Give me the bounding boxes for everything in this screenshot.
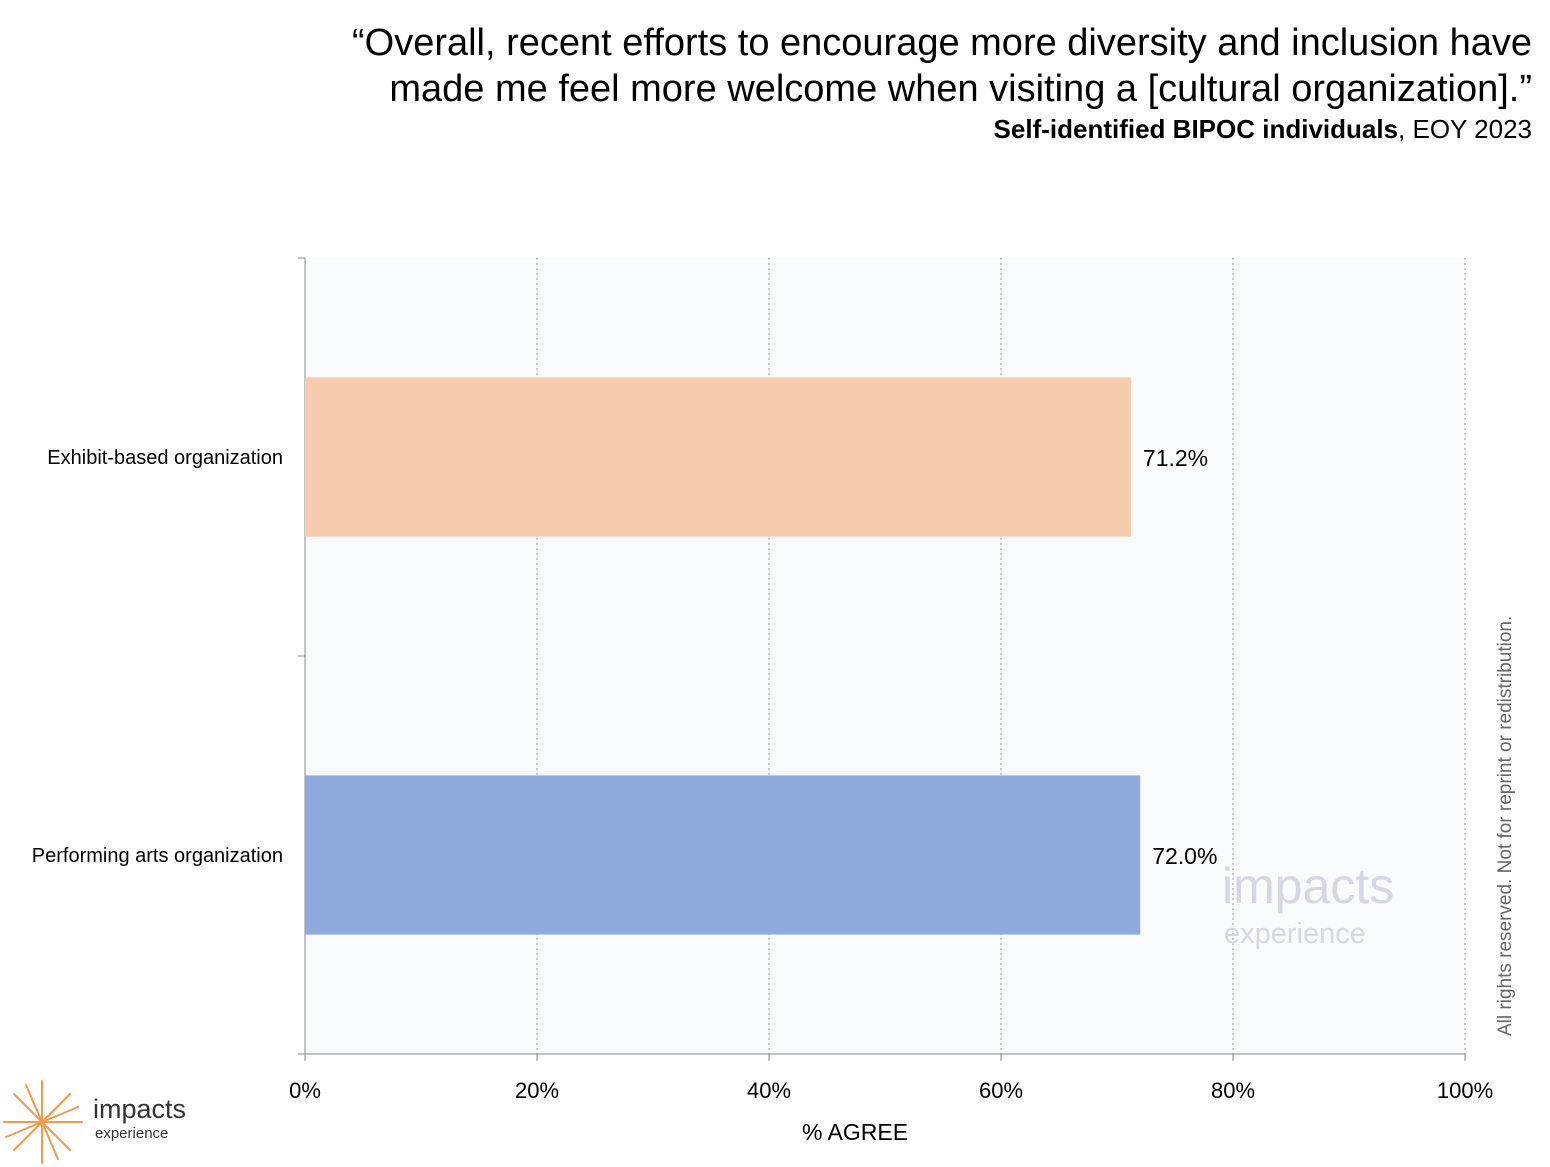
x-tick-label: 60% <box>979 1078 1023 1103</box>
x-tick-label: 0% <box>289 1078 321 1103</box>
category-label: Performing arts organization <box>32 845 283 867</box>
title-line-1: “Overall, recent efforts to encourage mo… <box>351 22 1532 64</box>
watermark-name: impacts <box>1222 858 1395 914</box>
logo-burst-icon <box>3 1080 83 1164</box>
bar-exhibit-based <box>305 377 1131 537</box>
x-axis-title: % AGREE <box>802 1119 908 1145</box>
bar-performing-arts <box>305 775 1141 935</box>
chart-title: “Overall, recent efforts to encourage mo… <box>32 20 1532 112</box>
logo-name: impacts <box>93 1094 187 1124</box>
subtitle-period: , EOY 2023 <box>1398 114 1532 144</box>
x-tick-label: 80% <box>1211 1078 1255 1103</box>
logo-sub: experience <box>95 1125 169 1142</box>
chart-subtitle: Self-identified BIPOC individuals, EOY 2… <box>994 112 1532 146</box>
watermark-sub: experience <box>1224 918 1366 950</box>
x-tick-label: 100% <box>1437 1078 1493 1103</box>
x-tick-label: 40% <box>747 1078 791 1103</box>
title-line-2: made me feel more welcome when visiting … <box>389 68 1532 110</box>
data-label: 72.0% <box>1152 843 1217 869</box>
subtitle-group: Self-identified BIPOC individuals <box>993 114 1399 144</box>
copyright-notice: All rights reserved. Not for reprint or … <box>1495 615 1516 1036</box>
data-label: 71.2% <box>1143 445 1208 471</box>
category-label: Exhibit-based organization <box>47 447 283 469</box>
x-tick-label: 20% <box>515 1078 559 1103</box>
